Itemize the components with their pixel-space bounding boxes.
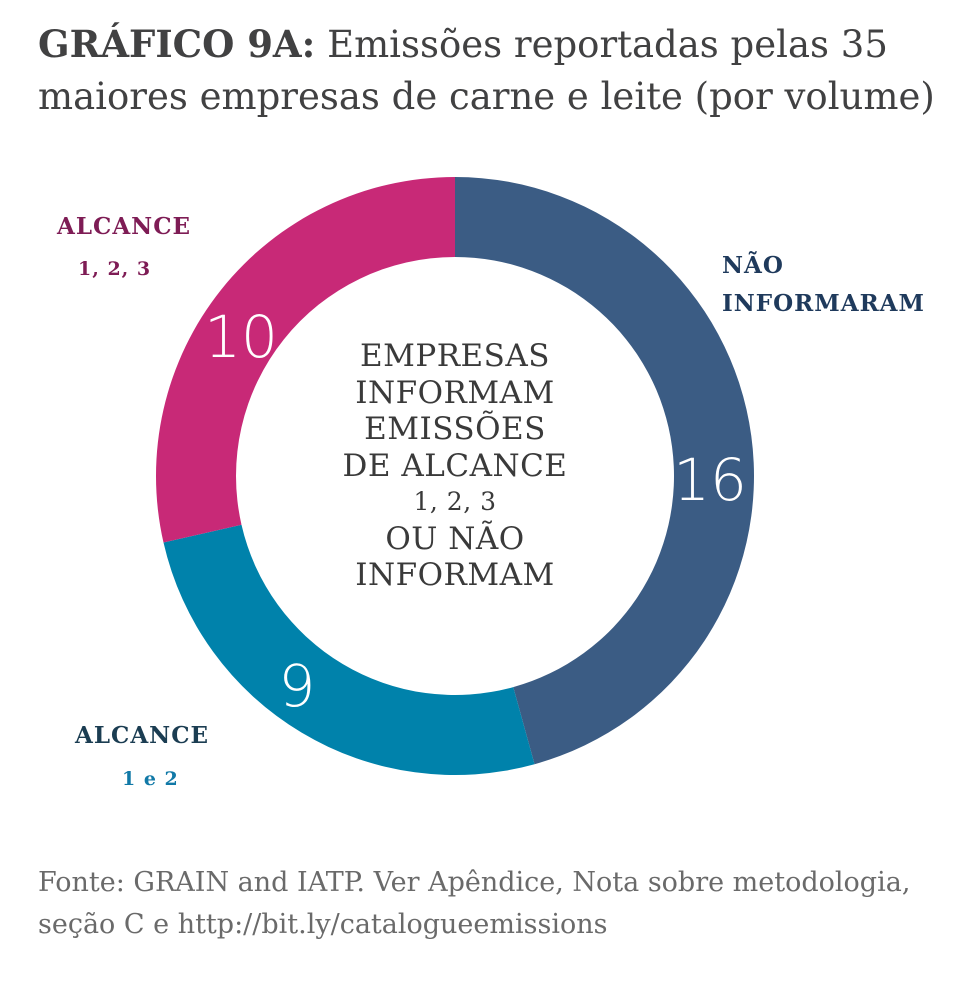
- slice-value-label: 9: [279, 652, 316, 720]
- center-line: DE ALCANCE: [342, 447, 568, 484]
- donut-center-text: EMPRESAS INFORMAM EMISSÕES DE ALCANCE 1,…: [305, 338, 605, 594]
- slice-label-alcance-123-sub: 1, 2, 3: [78, 258, 152, 280]
- slice-alcance-1-2-3: [155, 177, 455, 543]
- center-line: EMPRESAS: [359, 338, 551, 374]
- chart-title-prefix: GRÁFICO 9A:: [38, 22, 316, 66]
- slice-value-label: 16: [673, 446, 747, 514]
- slice-label-alcance-12-title: ALCANCE: [75, 722, 210, 749]
- chart-title: GRÁFICO 9A: Emissões reportadas pelas 35…: [38, 18, 938, 123]
- slice-value-label: 10: [204, 303, 278, 371]
- source-line-1: Fonte: GRAIN and IATP. Ver Apêndice, Not…: [38, 867, 911, 898]
- slice-label-nao-informaram-1: NÃO: [722, 252, 784, 279]
- source-note: Fonte: GRAIN and IATP. Ver Apêndice, Not…: [38, 862, 938, 946]
- slice-label-alcance-12-sub: 1 e 2: [122, 768, 179, 790]
- source-line-2: seção C e http://bit.ly/catalogueemissio…: [38, 909, 608, 940]
- slice-label-alcance-123-title: ALCANCE: [57, 213, 192, 240]
- slice-label-nao-informaram-2: INFORMARAM: [722, 290, 925, 317]
- center-line: INFORMAM: [355, 557, 555, 593]
- center-line: 1, 2, 3: [413, 487, 497, 516]
- center-line: OU NÃO: [385, 520, 525, 557]
- slice-nao-informaram: [455, 177, 754, 765]
- center-line: INFORMAM: [355, 374, 555, 411]
- slice-alcance-1-e-2: [163, 524, 535, 775]
- center-line: EMISSÕES: [364, 411, 546, 447]
- chart-title-text: Emissões reportadas pelas 35 maiores emp…: [38, 23, 935, 118]
